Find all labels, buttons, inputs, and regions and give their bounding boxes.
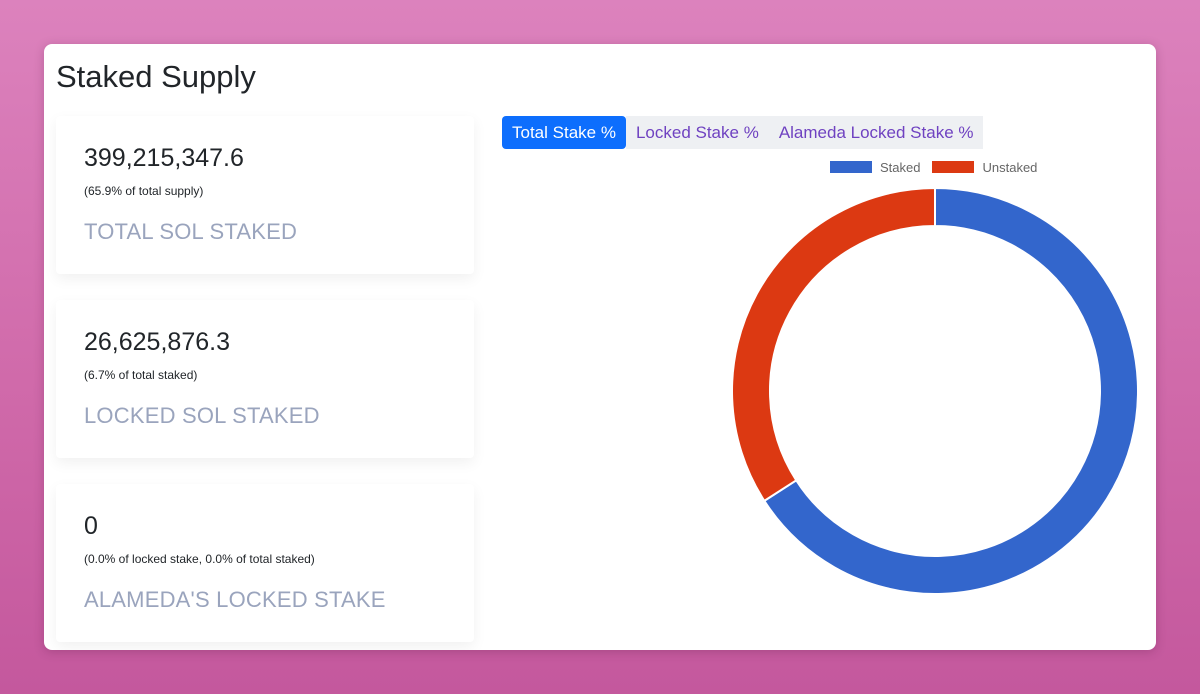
total-sol-staked-value: 399,215,347.6 (84, 144, 244, 172)
legend-label-unstaked: Unstaked (982, 159, 1038, 175)
tab-total-stake[interactable]: Total Stake % (502, 116, 626, 149)
tab-alameda-locked-stake[interactable]: Alameda Locked Stake % (768, 116, 984, 149)
staked-supply-panel: Staked Supply 399,215,347.6 (65.9% of to… (44, 44, 1156, 650)
page-title: Staked Supply (56, 59, 256, 94)
tab-locked-stake[interactable]: Locked Stake % (625, 116, 769, 149)
alameda-locked-stake-subtext: (0.0% of locked stake, 0.0% of total sta… (84, 552, 315, 566)
donut-slice-unstaked[interactable] (731, 186, 936, 503)
chart-tabs: Total Stake % Locked Stake % Alameda Loc… (502, 116, 984, 149)
chart-legend: Staked Unstaked (830, 159, 1049, 175)
locked-sol-staked-subtext: (6.7% of total staked) (84, 368, 198, 382)
total-sol-staked-card: 399,215,347.6 (65.9% of total supply) TO… (56, 116, 474, 274)
total-sol-staked-label: TOTAL SOL STAKED (84, 219, 298, 244)
alameda-locked-stake-card: 0 (0.0% of locked stake, 0.0% of total s… (56, 484, 474, 642)
staked-donut-chart (731, 186, 1139, 595)
legend-swatch-staked (830, 161, 872, 173)
locked-sol-staked-card: 26,625,876.3 (6.7% of total staked) LOCK… (56, 300, 474, 458)
donut-slice-staked[interactable] (762, 186, 1139, 595)
legend-label-staked: Staked (880, 159, 921, 175)
legend-swatch-unstaked (932, 161, 975, 173)
alameda-locked-stake-label: ALAMEDA'S LOCKED STAKE (84, 587, 386, 612)
locked-sol-staked-label: LOCKED SOL STAKED (84, 403, 320, 428)
legend-item-unstaked[interactable]: Unstaked (932, 160, 1037, 175)
alameda-locked-stake-value: 0 (84, 512, 98, 540)
legend-item-staked[interactable]: Staked (830, 160, 920, 175)
locked-sol-staked-value: 26,625,876.3 (84, 328, 230, 356)
total-sol-staked-subtext: (65.9% of total supply) (84, 184, 204, 198)
